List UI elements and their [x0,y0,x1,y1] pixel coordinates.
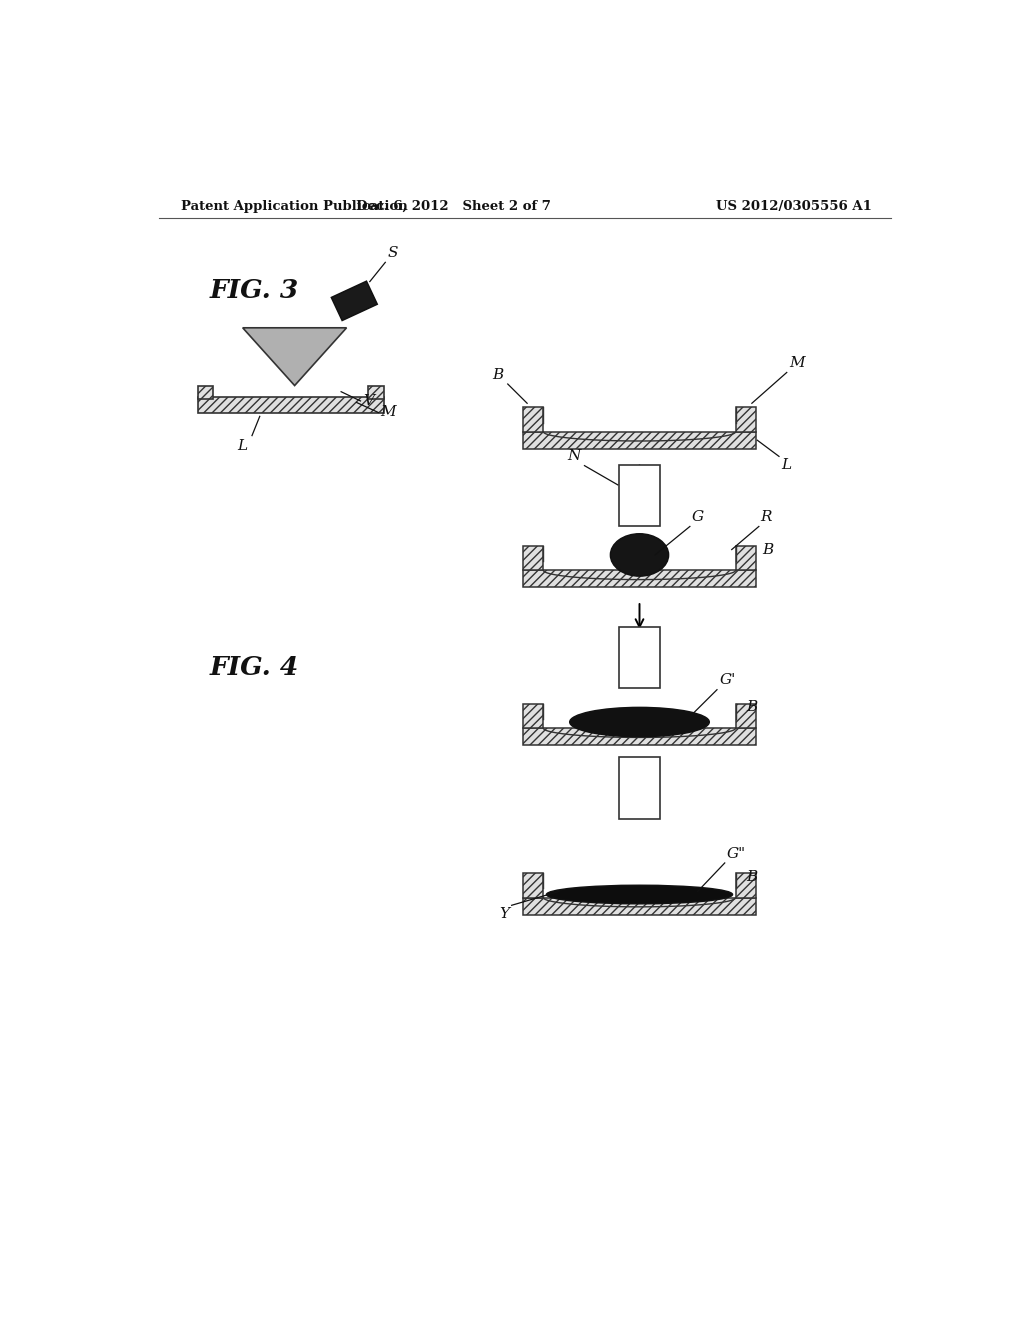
Bar [620,627,659,688]
Text: G: G [691,510,703,524]
Text: Dec. 6, 2012   Sheet 2 of 7: Dec. 6, 2012 Sheet 2 of 7 [356,199,551,213]
Bar [523,432,756,449]
Text: R: R [761,510,772,524]
Text: FIG. 3: FIG. 3 [209,277,299,302]
Bar [735,704,756,729]
Text: G': G' [719,673,735,688]
Text: G": G" [727,846,746,861]
Text: M: M [381,405,396,420]
Text: L: L [238,440,248,454]
Text: FIG. 4: FIG. 4 [209,655,299,680]
Bar [523,545,544,570]
Text: B: B [746,870,758,884]
Ellipse shape [547,886,732,904]
Bar [735,873,756,898]
Ellipse shape [610,533,669,576]
Bar [198,387,213,399]
Bar [523,570,756,587]
Bar [369,387,384,399]
Text: B: B [746,701,758,714]
Bar [523,873,544,898]
Bar [523,704,544,729]
Bar [332,281,377,321]
Text: N: N [567,449,581,463]
Polygon shape [243,327,346,385]
Bar [735,545,756,570]
Text: V: V [362,393,374,408]
Bar [523,729,756,744]
Text: B: B [493,368,504,381]
Bar [620,465,659,527]
Ellipse shape [569,708,710,737]
Bar [735,407,756,432]
Text: Patent Application Publication: Patent Application Publication [180,199,408,213]
Text: Y: Y [499,907,509,921]
Bar [523,898,756,915]
Text: M: M [790,356,805,370]
Text: B: B [762,543,773,557]
Bar [620,758,659,818]
Text: US 2012/0305556 A1: US 2012/0305556 A1 [716,199,872,213]
Text: S: S [388,246,398,260]
Bar [523,407,544,432]
Bar [198,397,384,412]
Text: L: L [781,458,792,473]
